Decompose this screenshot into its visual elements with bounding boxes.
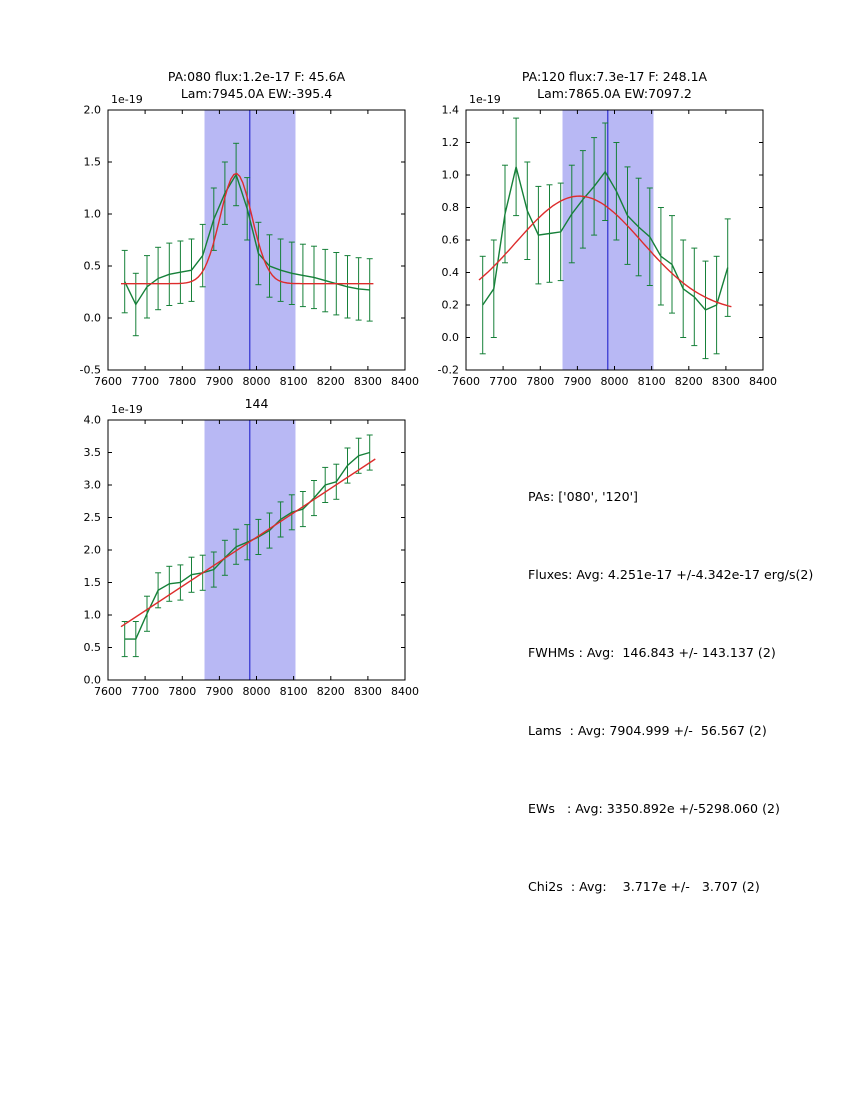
svg-text:7600: 7600: [94, 375, 122, 388]
svg-text:8300: 8300: [712, 375, 740, 388]
svg-text:8000: 8000: [243, 685, 271, 698]
svg-text:8000: 8000: [243, 375, 271, 388]
chart-pa120-line-fit: 7600 7700 7800 7900 8000 8100 8200 8300 8400 -0.2…: [438, 69, 777, 388]
svg-text:PA:080 flux:1.2e-17 F: 45.6A: PA:080 flux:1.2e-17 F: 45.6A: [168, 69, 346, 84]
svg-text:7700: 7700: [131, 375, 159, 388]
summary-line-fwhms: FWHMs : Avg: 146.843 +/- 143.137 (2): [528, 645, 776, 660]
svg-text:1e-19: 1e-19: [111, 403, 143, 416]
svg-text:0.8: 0.8: [442, 201, 460, 214]
svg-text:1.0: 1.0: [84, 208, 102, 221]
svg-text:7800: 7800: [526, 375, 554, 388]
svg-text:0.0: 0.0: [84, 312, 102, 325]
svg-text:0.2: 0.2: [442, 299, 460, 312]
svg-text:7600: 7600: [94, 685, 122, 698]
svg-text:8100: 8100: [280, 375, 308, 388]
svg-text:8100: 8100: [280, 685, 308, 698]
svg-text:8300: 8300: [354, 375, 382, 388]
svg-text:0.0: 0.0: [84, 674, 102, 687]
svg-text:3.5: 3.5: [84, 446, 102, 459]
svg-text:7800: 7800: [168, 375, 196, 388]
svg-text:Lam:7865.0A EW:7097.2: Lam:7865.0A EW:7097.2: [537, 86, 692, 101]
svg-text:1.2: 1.2: [442, 136, 460, 149]
summary-text-panel: PAs: ['080', '120'] Fluxes: Avg: 4.251e-…: [528, 432, 813, 952]
svg-text:8200: 8200: [317, 375, 345, 388]
svg-text:3.0: 3.0: [84, 479, 102, 492]
svg-text:1.4: 1.4: [442, 104, 460, 117]
svg-text:1.5: 1.5: [84, 156, 102, 169]
summary-line-lams: Lams : Avg: 7904.999 +/- 56.567 (2): [528, 723, 767, 738]
svg-text:7900: 7900: [205, 685, 233, 698]
svg-text:2.0: 2.0: [84, 544, 102, 557]
svg-text:4.0: 4.0: [84, 414, 102, 427]
svg-text:8100: 8100: [638, 375, 666, 388]
svg-text:-0.2: -0.2: [438, 364, 459, 377]
svg-text:2.0: 2.0: [84, 104, 102, 117]
svg-text:1e-19: 1e-19: [111, 93, 143, 106]
svg-text:8300: 8300: [354, 685, 382, 698]
svg-text:7900: 7900: [205, 375, 233, 388]
svg-text:0.5: 0.5: [84, 260, 102, 273]
svg-text:8200: 8200: [317, 685, 345, 698]
svg-text:7800: 7800: [168, 685, 196, 698]
svg-text:2.5: 2.5: [84, 511, 102, 524]
svg-text:0.5: 0.5: [84, 641, 102, 654]
svg-text:8400: 8400: [391, 685, 419, 698]
svg-text:144: 144: [245, 396, 269, 411]
svg-text:8200: 8200: [675, 375, 703, 388]
svg-text:-0.5: -0.5: [80, 364, 101, 377]
svg-text:7600: 7600: [452, 375, 480, 388]
svg-text:1e-19: 1e-19: [469, 93, 501, 106]
summary-line-ews: EWs : Avg: 3350.892e +/-5298.060 (2): [528, 801, 780, 816]
svg-text:8400: 8400: [391, 375, 419, 388]
svg-text:8400: 8400: [749, 375, 777, 388]
summary-line-fluxes: Fluxes: Avg: 4.251e-17 +/-4.342e-17 erg/…: [528, 567, 814, 582]
svg-text:8000: 8000: [601, 375, 629, 388]
summary-line-pas: PAs: ['080', '120']: [528, 489, 638, 504]
svg-text:0.0: 0.0: [442, 331, 460, 344]
svg-text:0.6: 0.6: [442, 234, 460, 247]
svg-text:Lam:7945.0A EW:-395.4: Lam:7945.0A EW:-395.4: [181, 86, 332, 101]
svg-text:7700: 7700: [131, 685, 159, 698]
chart-pa080-line-fit: 7600 7700 7800 7900 8000 8100 8200 8300 8400 -0.5…: [80, 69, 419, 388]
svg-text:1.5: 1.5: [84, 576, 102, 589]
svg-text:1.0: 1.0: [442, 169, 460, 182]
svg-text:7900: 7900: [563, 375, 591, 388]
summary-line-chi2s: Chi2s : Avg: 3.717e +/- 3.707 (2): [528, 879, 760, 894]
svg-text:7700: 7700: [489, 375, 517, 388]
svg-text:1.0: 1.0: [84, 609, 102, 622]
chart-144-continuum-fit: 7600 7700 7800 7900 8000 8100 8200 8300 8400 0.0 0…: [84, 396, 420, 698]
svg-text:0.4: 0.4: [442, 266, 460, 279]
svg-text:PA:120 flux:7.3e-17 F: 248.1A: PA:120 flux:7.3e-17 F: 248.1A: [522, 69, 708, 84]
